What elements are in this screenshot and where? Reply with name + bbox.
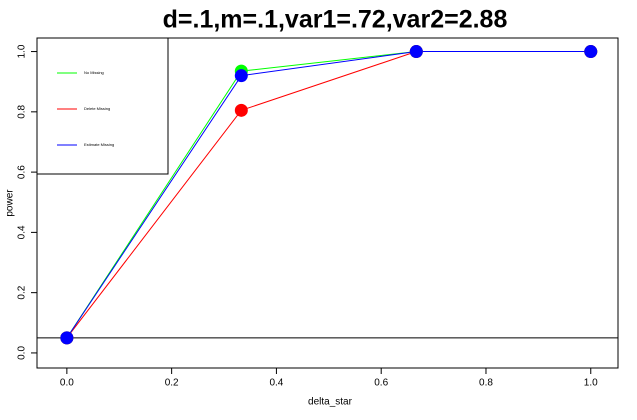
x-tick-label: 0.6 (374, 378, 388, 389)
legend-label: Estimate Missing (84, 142, 114, 147)
y-tick-label: 0.6 (17, 165, 28, 179)
y-tick-label: 0.0 (17, 346, 28, 360)
series-line (66, 51, 591, 339)
chart-title: d=.1,m=.1,var1=.72,var2=2.88 (163, 6, 508, 34)
data-point (234, 69, 248, 83)
data-point (60, 331, 74, 345)
legend-label: No Missing (84, 70, 104, 75)
data-point (234, 103, 248, 117)
legend-label: Delete Missing (84, 106, 110, 111)
data-point (584, 45, 598, 59)
x-tick-label: 0.2 (165, 378, 179, 389)
y-tick-label: 0.8 (17, 104, 28, 118)
x-tick-label: 0.0 (60, 378, 74, 389)
x-tick-label: 1.0 (584, 378, 598, 389)
x-axis-label: delta_star (308, 397, 353, 408)
legend-box (36, 37, 169, 175)
x-tick-label: 0.8 (479, 378, 493, 389)
series-line (66, 51, 591, 339)
y-axis-label: power (5, 189, 16, 217)
plot-box (36, 37, 619, 369)
y-tick-label: 0.4 (17, 225, 28, 239)
y-tick-label: 1.0 (17, 44, 28, 58)
y-tick-label: 0.2 (17, 285, 28, 299)
series-line (66, 51, 591, 339)
x-tick-label: 0.4 (269, 378, 283, 389)
data-point (409, 45, 423, 59)
